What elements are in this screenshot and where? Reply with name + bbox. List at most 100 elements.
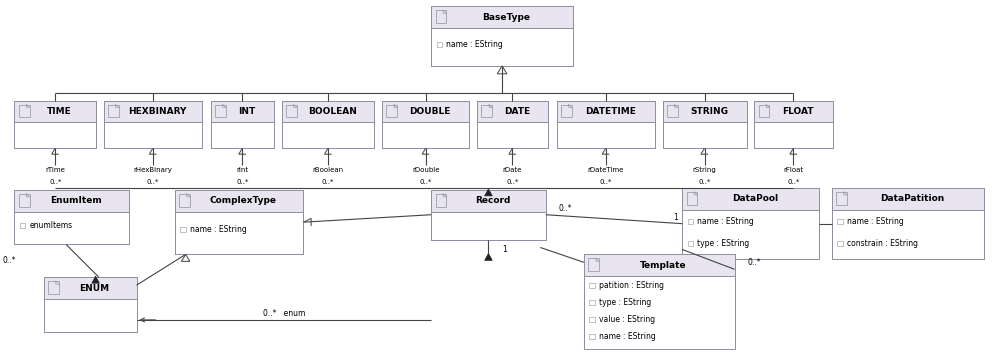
Bar — [589, 317, 595, 322]
Bar — [382, 101, 469, 122]
Bar — [682, 188, 819, 259]
Text: name : EString: name : EString — [446, 39, 503, 48]
Text: 0..*: 0..* — [147, 179, 159, 185]
Bar — [104, 101, 202, 122]
Text: 0..*: 0..* — [787, 179, 800, 185]
Bar — [589, 334, 595, 339]
Bar — [436, 194, 446, 207]
Bar — [754, 101, 833, 148]
Bar — [832, 210, 984, 259]
Text: HEXBINARY: HEXBINARY — [128, 107, 186, 116]
Text: 1: 1 — [502, 245, 507, 254]
Bar — [754, 101, 833, 122]
Bar — [104, 122, 202, 148]
Polygon shape — [92, 276, 99, 283]
Bar — [20, 223, 25, 228]
Text: rDouble: rDouble — [412, 167, 439, 173]
Text: ENUM: ENUM — [79, 284, 110, 293]
Text: EnumItem: EnumItem — [50, 196, 102, 205]
Bar — [431, 6, 573, 28]
Bar — [14, 190, 129, 244]
Bar — [584, 255, 735, 276]
Bar — [48, 281, 59, 294]
Bar — [431, 6, 573, 66]
Text: value : EString: value : EString — [599, 315, 655, 324]
Bar — [663, 101, 747, 122]
Text: 0..*: 0..* — [747, 258, 761, 267]
Text: type : EString: type : EString — [599, 298, 651, 307]
Bar — [431, 28, 573, 66]
Text: name : EString: name : EString — [599, 332, 656, 341]
Bar — [557, 101, 655, 122]
Text: DATETIME: DATETIME — [585, 107, 636, 116]
Text: 0..*: 0..* — [236, 179, 249, 185]
Bar — [688, 219, 693, 224]
Text: rFloat: rFloat — [783, 167, 804, 173]
Bar — [215, 104, 226, 117]
Text: Record: Record — [475, 196, 511, 205]
Bar — [663, 101, 747, 148]
Bar — [19, 104, 30, 117]
Bar — [286, 104, 297, 117]
Bar — [589, 283, 595, 288]
Text: enumItems: enumItems — [30, 221, 73, 230]
Bar — [431, 190, 546, 212]
Text: TIME: TIME — [47, 107, 72, 116]
Bar — [754, 122, 833, 148]
Bar — [108, 104, 119, 117]
Bar — [14, 190, 129, 212]
Text: 0..*: 0..* — [420, 179, 432, 185]
Bar — [104, 101, 202, 148]
Bar — [688, 241, 693, 246]
Text: 0..*   enum: 0..* enum — [263, 309, 305, 318]
Bar — [589, 300, 595, 305]
Bar — [386, 104, 397, 117]
Text: DOUBLE: DOUBLE — [409, 107, 451, 116]
Text: name : EString: name : EString — [190, 225, 247, 234]
Text: rString: rString — [693, 167, 716, 173]
Bar — [481, 104, 492, 117]
Bar — [282, 101, 374, 122]
Bar — [175, 190, 303, 212]
Bar — [382, 101, 469, 148]
Bar — [682, 210, 819, 259]
Bar — [584, 276, 735, 349]
Bar — [837, 219, 843, 224]
Text: 0..*: 0..* — [2, 256, 16, 265]
Bar — [175, 190, 303, 255]
Bar — [477, 101, 548, 122]
Text: FLOAT: FLOAT — [782, 107, 814, 116]
Bar — [837, 241, 843, 246]
Text: rDate: rDate — [503, 167, 522, 173]
Text: BaseType: BaseType — [482, 13, 530, 22]
Text: ComplexType: ComplexType — [210, 196, 277, 205]
Text: BOOLEAN: BOOLEAN — [308, 107, 357, 116]
Bar — [211, 122, 274, 148]
Bar — [14, 101, 96, 148]
Bar — [437, 42, 442, 47]
Bar — [832, 188, 984, 210]
Bar — [14, 122, 96, 148]
Text: INT: INT — [238, 107, 255, 116]
Text: 0..*: 0..* — [506, 179, 519, 185]
Bar — [667, 104, 678, 117]
Bar — [477, 101, 548, 148]
Bar — [557, 122, 655, 148]
Text: rTime: rTime — [45, 167, 65, 173]
Bar — [175, 212, 303, 255]
Bar — [382, 122, 469, 148]
Text: constrain : EString: constrain : EString — [847, 239, 918, 248]
Bar — [19, 194, 30, 207]
Bar — [759, 104, 769, 117]
Polygon shape — [485, 253, 492, 260]
Bar — [14, 212, 129, 244]
Text: STRING: STRING — [690, 107, 728, 116]
Text: name : EString: name : EString — [847, 217, 904, 226]
Text: 1: 1 — [673, 213, 678, 222]
Bar — [477, 122, 548, 148]
Bar — [836, 192, 847, 205]
Text: 0..*: 0..* — [49, 179, 61, 185]
Bar — [44, 299, 137, 332]
Bar — [44, 277, 137, 332]
Bar — [436, 10, 446, 23]
